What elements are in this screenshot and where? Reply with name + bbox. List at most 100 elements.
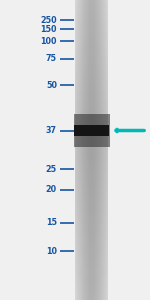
Bar: [96, 0, 97, 300]
Bar: [87, 0, 88, 300]
Bar: [92, 0, 93, 300]
Bar: [75, 198, 108, 200]
Bar: [75, 270, 108, 272]
Bar: [100, 0, 101, 300]
Bar: [75, 50, 108, 52]
Bar: [90, 0, 91, 300]
Bar: [75, 160, 108, 162]
Bar: [75, 172, 108, 174]
Bar: [75, 30, 108, 32]
Text: 250: 250: [40, 16, 57, 25]
Bar: [75, 292, 108, 294]
Bar: [76, 0, 77, 300]
Bar: [75, 62, 108, 64]
Bar: [75, 166, 108, 168]
Bar: [75, 174, 108, 176]
Bar: [75, 0, 108, 300]
Bar: [75, 252, 108, 254]
Bar: [75, 290, 108, 292]
Bar: [75, 44, 108, 46]
Bar: [75, 298, 108, 300]
Bar: [75, 278, 108, 280]
Bar: [75, 96, 108, 98]
Bar: [75, 176, 108, 178]
Bar: [82, 0, 83, 300]
Bar: [75, 226, 108, 228]
Bar: [75, 214, 108, 216]
Bar: [75, 122, 108, 124]
Bar: [75, 66, 108, 68]
Bar: [75, 92, 108, 94]
Bar: [75, 0, 108, 2]
Bar: [75, 34, 108, 36]
Bar: [106, 0, 107, 300]
Bar: [85, 0, 86, 300]
Bar: [75, 164, 108, 166]
Bar: [75, 72, 108, 74]
Bar: [75, 112, 108, 114]
Bar: [75, 100, 108, 102]
Bar: [77, 0, 78, 300]
Bar: [75, 10, 108, 12]
Bar: [75, 140, 108, 142]
Bar: [75, 142, 108, 144]
Bar: [75, 242, 108, 244]
Bar: [75, 84, 108, 86]
Bar: [75, 230, 108, 232]
Bar: [75, 190, 108, 192]
Bar: [75, 16, 108, 18]
Bar: [75, 246, 108, 248]
Bar: [75, 106, 108, 108]
Bar: [75, 58, 108, 60]
Bar: [75, 238, 108, 240]
Bar: [75, 162, 108, 164]
Bar: [75, 184, 108, 186]
Text: 150: 150: [40, 25, 57, 34]
Bar: [75, 208, 108, 210]
Text: 50: 50: [46, 81, 57, 90]
Bar: [98, 0, 99, 300]
Bar: [75, 94, 108, 96]
Bar: [83, 0, 84, 300]
Bar: [75, 24, 108, 26]
Bar: [75, 22, 108, 24]
Text: 15: 15: [46, 218, 57, 227]
Bar: [75, 296, 108, 298]
Bar: [88, 0, 89, 300]
Bar: [75, 14, 108, 16]
Bar: [75, 90, 108, 92]
Bar: [75, 114, 108, 116]
Text: 20: 20: [46, 185, 57, 194]
Bar: [91, 0, 92, 300]
Bar: [75, 8, 108, 10]
Bar: [75, 86, 108, 88]
Bar: [75, 286, 108, 288]
Bar: [75, 134, 108, 136]
Bar: [75, 272, 108, 274]
Bar: [75, 88, 108, 90]
Bar: [75, 268, 108, 270]
Bar: [81, 0, 82, 300]
Bar: [105, 0, 106, 300]
Bar: [75, 262, 108, 264]
Bar: [75, 2, 108, 4]
Bar: [78, 0, 79, 300]
Bar: [75, 102, 108, 104]
Bar: [75, 218, 108, 220]
Text: 25: 25: [46, 165, 57, 174]
Bar: [75, 4, 108, 6]
Bar: [102, 0, 103, 300]
Bar: [94, 0, 95, 300]
Bar: [75, 80, 108, 82]
Bar: [75, 168, 108, 170]
Bar: [75, 38, 108, 40]
Bar: [75, 186, 108, 188]
Bar: [75, 126, 108, 128]
Bar: [75, 70, 108, 72]
Bar: [75, 54, 108, 56]
Bar: [75, 146, 108, 148]
Bar: [75, 120, 108, 122]
Bar: [75, 148, 108, 150]
Bar: [75, 48, 108, 50]
Bar: [75, 250, 108, 252]
